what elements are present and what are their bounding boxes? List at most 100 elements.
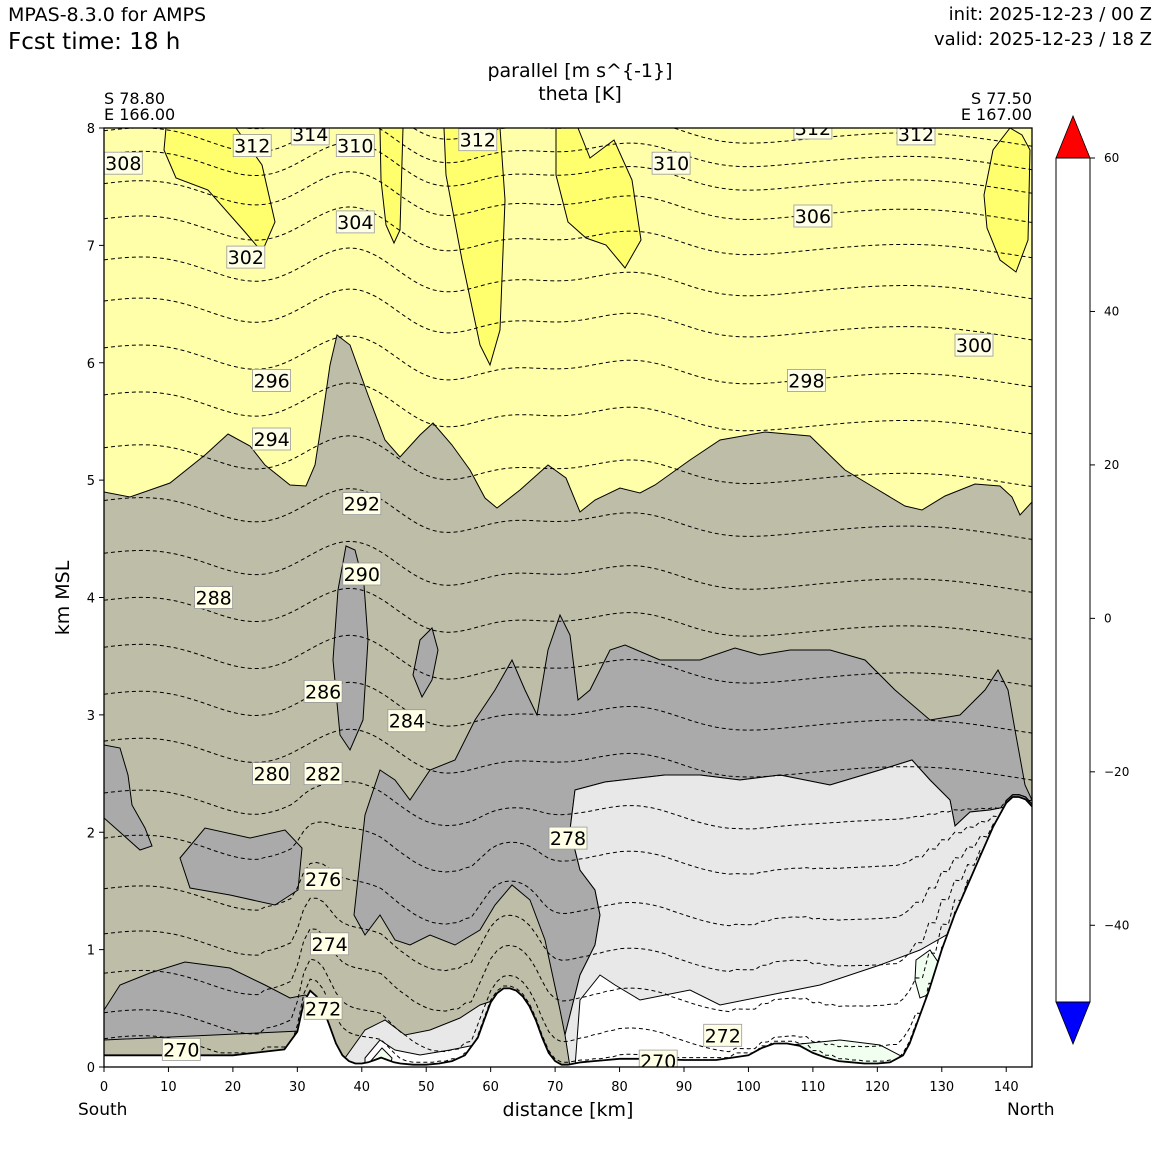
theta-label-296: 296 <box>252 368 292 392</box>
theta-label-text: 312 <box>460 130 496 152</box>
theta-label-304: 304 <box>335 210 375 234</box>
theta-label-box <box>310 932 350 956</box>
theta-label-290: 290 <box>342 562 382 586</box>
theta-label-text: 306 <box>795 206 831 228</box>
y-tick-label: 6 <box>87 357 95 372</box>
theta-label-text: 284 <box>389 711 425 733</box>
colorbar-extend-min <box>1055 1001 1091 1046</box>
theta-label-box <box>793 204 833 228</box>
chart-title-parallel: parallel [m s^{-1}] <box>487 60 673 82</box>
theta-label-box <box>896 128 936 146</box>
terrain <box>104 796 1032 1067</box>
theta-label-270: 270 <box>638 1049 678 1067</box>
colorbar: 60 40 20 0 −20 −40 <box>1055 114 1129 1046</box>
y-tick-label: 2 <box>87 826 95 841</box>
theta-label-box <box>793 128 833 140</box>
theta-label-272: 272 <box>703 1023 743 1047</box>
x-tick-label: 130 <box>929 1080 954 1095</box>
x-tick-label: 20 <box>225 1080 242 1095</box>
theta-label-312: 312 <box>458 128 498 152</box>
theta-label-312: 312 <box>793 128 833 140</box>
model-name: MPAS-8.3.0 for AMPS <box>8 4 207 26</box>
theta-label-text: 282 <box>305 764 341 786</box>
theta-label-box <box>252 762 292 785</box>
theta-label-314: 314 <box>290 124 330 146</box>
theta-label-286: 286 <box>303 680 343 703</box>
theta-label-288: 288 <box>194 586 234 610</box>
theta-label-box <box>703 1023 743 1047</box>
theta-label-box <box>252 427 292 451</box>
theta-contour-312 <box>104 128 1032 171</box>
theta-contour-314 <box>242 128 1032 147</box>
y-tick-label: 4 <box>87 592 95 607</box>
theta-label-308: 308 <box>104 151 143 175</box>
theta-label-282: 282 <box>303 762 343 786</box>
theta-label-312: 312 <box>896 124 936 146</box>
theta-label-box <box>303 680 343 703</box>
theta-label-text: 294 <box>253 429 289 451</box>
theta-label-274: 274 <box>310 932 350 956</box>
x-tick-label: 120 <box>865 1080 890 1095</box>
theta-label-text: 310 <box>653 153 689 175</box>
theta-labels: 308 312 314 310 312 312 312 310 306 304 302 300 298 2… <box>104 124 994 1067</box>
theta-label-text: 308 <box>105 153 141 175</box>
x-tick-label: 0 <box>100 1080 108 1095</box>
theta-label-text: 292 <box>344 494 380 516</box>
theta-label-284: 284 <box>387 709 427 733</box>
gray-region-main <box>104 744 153 851</box>
colorbar-frame <box>1055 157 1091 1003</box>
theta-label-text: 312 <box>898 124 934 146</box>
theta-contour-290 <box>104 587 1032 640</box>
x-tick-label: 140 <box>994 1080 1019 1095</box>
theta-label-box <box>303 867 343 891</box>
theta-contours <box>104 128 1032 1063</box>
chart-title-theta: theta [K] <box>538 83 622 105</box>
theta-label-box <box>458 128 498 152</box>
forecast-time: Fcst time: 18 h <box>8 29 181 55</box>
theta-contour-306 <box>104 206 1032 259</box>
x-tick-label: 90 <box>676 1080 693 1095</box>
theta-label-302: 302 <box>226 245 266 269</box>
theta-label-box <box>226 245 266 269</box>
gray-region-left-blob <box>179 827 303 906</box>
theta-label-box <box>387 709 427 733</box>
theta-label-294: 294 <box>252 427 292 451</box>
theta-label-text: 314 <box>292 124 328 146</box>
theta-label-text: 270 <box>163 1039 199 1061</box>
colorbar-tick-label: 20 <box>1104 458 1119 472</box>
theta-label-310: 310 <box>335 134 375 158</box>
theta-contour-282 <box>104 781 1032 830</box>
theta-label-312: 312 <box>232 134 272 158</box>
theta-label-box <box>335 134 375 158</box>
theta-label-text: 278 <box>550 828 586 850</box>
colorbar-tick-label: 0 <box>1104 611 1112 625</box>
x-tick-label: 50 <box>418 1080 435 1095</box>
theta-label-text: 272 <box>705 1025 741 1047</box>
theta-label-box <box>954 333 994 357</box>
theta-label-text: 302 <box>228 247 264 269</box>
theta-contour-284 <box>104 728 1032 781</box>
theta-label-272: 272 <box>303 996 343 1020</box>
theta-label-box <box>303 996 343 1020</box>
theta-contour-276 <box>104 794 1032 973</box>
theta-label-270: 270 <box>161 1038 201 1061</box>
south-label: South <box>78 1100 128 1120</box>
theta-label-292: 292 <box>342 492 382 516</box>
theta-label-text: 288 <box>195 588 231 610</box>
theta-label-box <box>303 762 343 785</box>
theta-label-276: 276 <box>303 867 343 891</box>
colorbar-tick-label: 60 <box>1104 151 1119 165</box>
x-tick-label: 100 <box>736 1080 761 1095</box>
y-tick-label: 3 <box>87 709 95 724</box>
theta-label-box <box>787 368 826 392</box>
colorbar-tick-label: −40 <box>1104 918 1129 932</box>
theta-label-306: 306 <box>793 204 833 228</box>
left-endpoint-lon: E 166.00 <box>104 105 176 124</box>
theta-label-text: 298 <box>788 370 824 392</box>
gray-region-lower <box>104 961 323 1041</box>
theta-label-278: 278 <box>548 826 588 850</box>
valid-time: valid: 2025-12-23 / 18 Z <box>934 29 1152 50</box>
theta-label-box <box>290 128 330 146</box>
colorbar-extend-max <box>1055 114 1091 159</box>
